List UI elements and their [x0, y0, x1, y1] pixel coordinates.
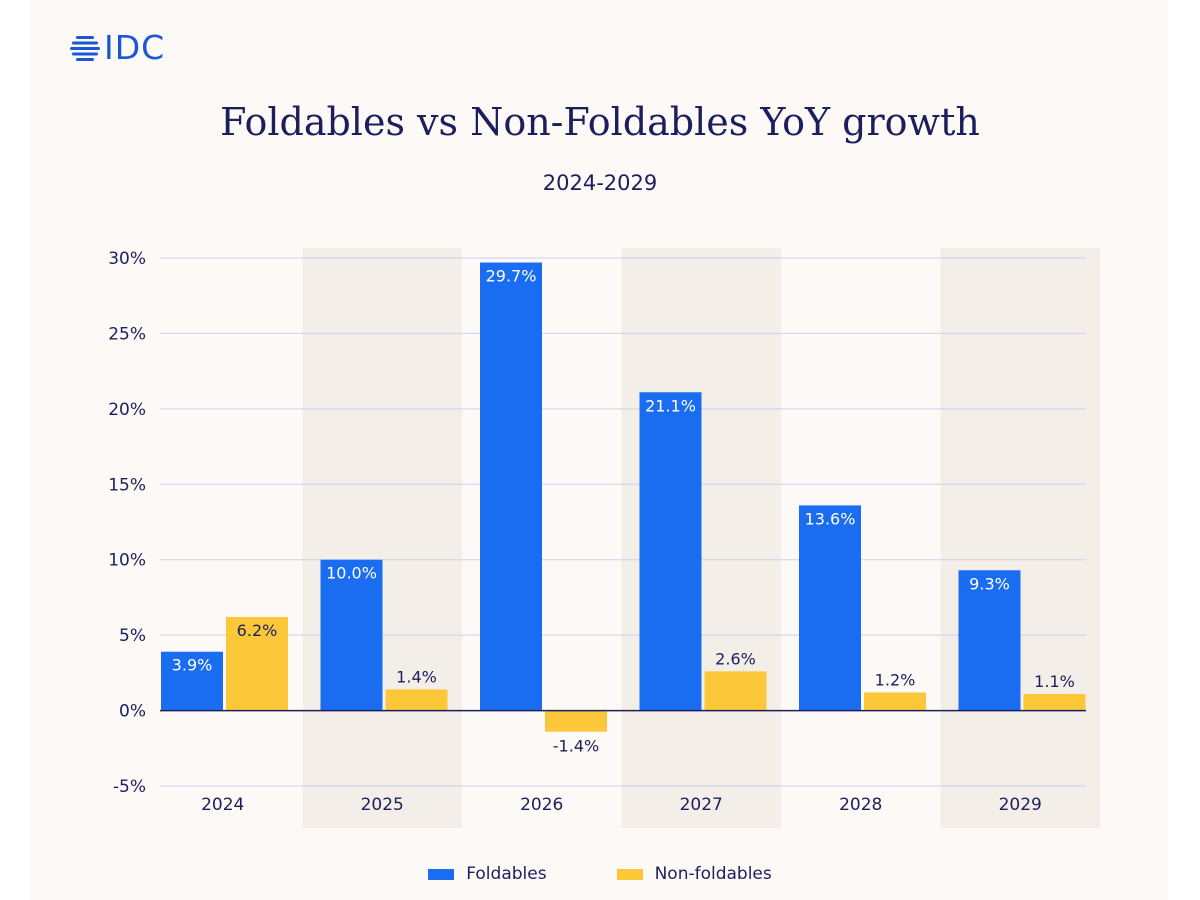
y-tick-label: 20%: [108, 400, 146, 420]
bar-foldables: [480, 262, 542, 711]
category-band: [302, 248, 462, 828]
data-label-foldables: 29.7%: [486, 267, 537, 286]
bar-foldables: [639, 392, 702, 711]
y-tick-label: 10%: [108, 551, 146, 571]
x-tick-label: 2026: [520, 795, 563, 815]
logo-text: IDC: [104, 28, 166, 67]
legend-label-foldables: Foldables: [466, 864, 547, 884]
data-label-foldables: 10.0%: [326, 564, 377, 583]
legend-label-non-foldables: Non-foldables: [654, 864, 772, 884]
y-tick-label: 30%: [108, 249, 146, 269]
legend-item-foldables: Foldables: [428, 864, 547, 884]
legend-swatch-non-foldables: [616, 868, 643, 880]
idc-logo: IDC: [70, 30, 165, 66]
x-tick-label: 2029: [999, 795, 1042, 815]
data-label-non-foldables: 2.6%: [715, 649, 756, 668]
legend: Foldables Non-foldables: [0, 864, 1200, 884]
x-tick-label: 2027: [680, 795, 723, 815]
data-label-non-foldables: 1.1%: [1034, 672, 1075, 691]
x-tick-label: 2025: [361, 795, 404, 815]
chart-title: Foldables vs Non-Foldables YoY growth: [220, 100, 980, 144]
bar-foldables: [958, 570, 1021, 711]
category-band: [940, 248, 1100, 828]
data-label-foldables: 9.3%: [969, 574, 1010, 593]
y-tick-label: -5%: [113, 777, 146, 797]
data-label-foldables: 3.9%: [172, 656, 213, 675]
bar-non-foldables: [864, 692, 926, 711]
y-tick-label: 15%: [108, 475, 146, 495]
legend-item-non-foldables: Non-foldables: [616, 864, 772, 884]
bar-non-foldables: [1023, 693, 1086, 711]
x-tick-label: 2024: [201, 795, 244, 815]
chart-subtitle: 2024-2029: [542, 171, 658, 195]
bar-non-foldables: [545, 710, 607, 732]
data-label-non-foldables: 1.2%: [875, 670, 916, 689]
globe-icon: [70, 36, 100, 61]
y-tick-label: 25%: [108, 324, 146, 344]
data-label-foldables: 21.1%: [645, 396, 696, 415]
bar-foldables: [799, 505, 861, 711]
x-tick-label: 2028: [839, 795, 882, 815]
y-tick-label: 5%: [119, 626, 146, 646]
bar-foldables: [161, 651, 223, 711]
bar-non-foldables: [226, 617, 288, 711]
y-tick-label: 0%: [119, 702, 146, 722]
bar-foldables: [320, 559, 383, 711]
bar-non-foldables: [704, 671, 767, 711]
legend-swatch-foldables: [428, 868, 455, 880]
data-label-foldables: 13.6%: [805, 509, 856, 528]
data-label-non-foldables: 1.4%: [396, 667, 437, 686]
data-label-non-foldables: 6.2%: [237, 621, 278, 640]
data-label-non-foldables: -1.4%: [553, 737, 599, 756]
bar-non-foldables: [385, 689, 448, 711]
